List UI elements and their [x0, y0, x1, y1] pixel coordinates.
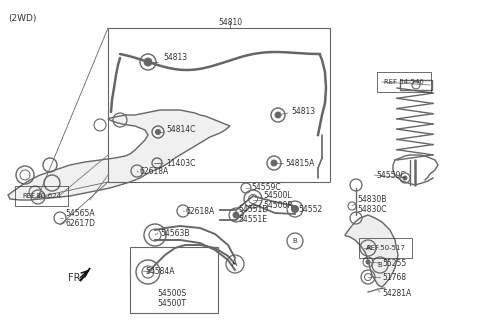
Text: 54813: 54813	[163, 54, 187, 62]
Text: 54813: 54813	[291, 107, 315, 115]
Text: 54565A: 54565A	[65, 210, 95, 218]
Circle shape	[271, 160, 277, 166]
Text: 54500T: 54500T	[157, 299, 187, 307]
Text: A: A	[232, 260, 238, 268]
Circle shape	[275, 112, 281, 118]
Text: 51768: 51768	[382, 273, 406, 283]
Text: 62618A: 62618A	[186, 206, 215, 215]
Text: 54584A: 54584A	[145, 267, 175, 276]
Text: 54815A: 54815A	[285, 159, 314, 167]
Text: 54830C: 54830C	[357, 204, 386, 214]
Text: 54551D: 54551D	[238, 205, 268, 215]
Text: REF.50-517: REF.50-517	[366, 245, 405, 251]
Text: 54281A: 54281A	[382, 288, 411, 298]
Text: REF.80-624: REF.80-624	[22, 193, 61, 199]
Text: 62617D: 62617D	[65, 218, 95, 228]
Text: 62618A: 62618A	[140, 167, 169, 177]
Text: 54559C: 54559C	[376, 170, 406, 180]
Bar	[108, 28, 330, 182]
Circle shape	[291, 205, 299, 213]
Bar	[400, 80, 432, 90]
Text: 54551E: 54551E	[238, 215, 267, 223]
Text: REF 54-546: REF 54-546	[384, 79, 424, 85]
Text: B: B	[378, 262, 383, 268]
Text: 55255: 55255	[382, 259, 406, 267]
Text: FR.: FR.	[68, 273, 83, 283]
Text: 11403C: 11403C	[166, 159, 195, 167]
Text: B: B	[293, 238, 298, 244]
Circle shape	[156, 129, 160, 134]
Text: (2WD): (2WD)	[8, 14, 36, 23]
Text: 54810: 54810	[218, 18, 242, 27]
Polygon shape	[8, 110, 230, 200]
Polygon shape	[345, 215, 398, 287]
Polygon shape	[80, 268, 90, 281]
Text: 54500L: 54500L	[263, 192, 292, 200]
Circle shape	[366, 260, 370, 264]
Bar	[130, 247, 218, 313]
Text: 54814C: 54814C	[166, 126, 195, 134]
Circle shape	[403, 176, 407, 180]
Text: 54563B: 54563B	[160, 229, 190, 237]
Text: 54500R: 54500R	[263, 200, 293, 210]
Text: 54500S: 54500S	[157, 289, 187, 299]
Text: 54559C: 54559C	[251, 182, 281, 192]
Circle shape	[233, 212, 239, 218]
Text: A: A	[366, 245, 371, 251]
Circle shape	[144, 58, 152, 66]
Text: 54552: 54552	[298, 205, 322, 215]
Text: 54830B: 54830B	[357, 196, 386, 204]
